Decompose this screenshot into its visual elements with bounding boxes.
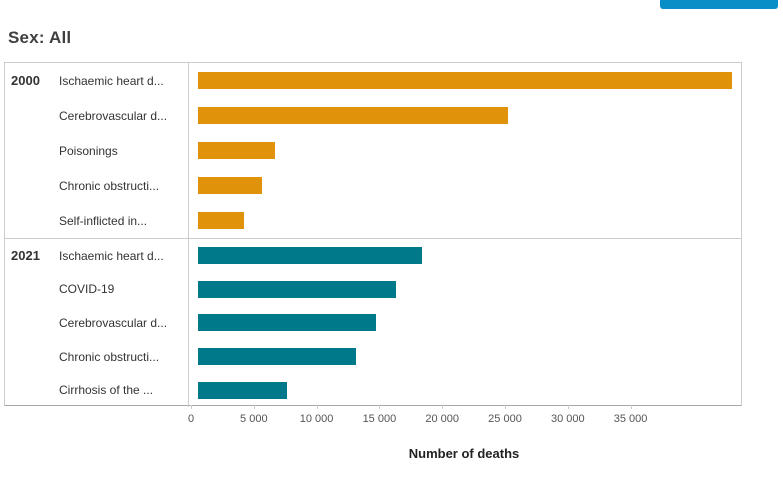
- x-axis-title: Number of deaths: [408, 446, 520, 461]
- page-title: Sex: All: [8, 28, 72, 47]
- year-label: [5, 133, 59, 168]
- year-label: [5, 340, 59, 374]
- cause-label: Self-inflicted in...: [59, 213, 148, 228]
- chart-panel: 2000 Ischaemic heart d... Cerebrovascular …: [4, 62, 742, 407]
- x-tick-mark: [567, 405, 569, 409]
- year-label: [5, 203, 59, 238]
- plot-cell: [188, 373, 741, 407]
- bar-2000-chronic-obstructi-[interactable]: [198, 177, 262, 194]
- x-tick-mark: [630, 405, 632, 409]
- cause-label: Cerebrovascular d...: [59, 108, 168, 123]
- plot-cell: [188, 133, 741, 168]
- cause-label: Chronic obstructi...: [59, 349, 160, 364]
- bar-2021-ischaemic-heart-d-[interactable]: [198, 247, 422, 265]
- year-label: [5, 373, 59, 407]
- cause-label: Ischaemic heart d...: [59, 73, 164, 88]
- bar-2021-chronic-obstructi-[interactable]: [198, 348, 356, 366]
- year-label: 2021: [11, 248, 40, 264]
- x-tick-mark: [505, 405, 506, 409]
- cause-label: Chronic obstructi...: [59, 178, 160, 193]
- chart-row: COVID-19: [5, 272, 741, 307]
- plot-cell: [188, 98, 741, 133]
- top-toolbar-button[interactable]: [660, 0, 778, 9]
- chart-row: Cerebrovascular d...: [5, 98, 741, 133]
- year-label: [5, 273, 59, 307]
- bar-2000-poisonings[interactable]: [198, 142, 275, 159]
- chart-row: 2000 Ischaemic heart d...: [5, 63, 741, 98]
- bar-2000-self-inflicted-in-[interactable]: [198, 212, 244, 229]
- x-tick-mark: [191, 405, 192, 409]
- bar-2021-cerebrovascular-d-[interactable]: [198, 314, 376, 332]
- plot-cell: [188, 239, 741, 273]
- x-tick-label: 5 000: [240, 413, 268, 425]
- cause-label: Ischaemic heart d...: [59, 248, 164, 263]
- plot-cell: [188, 306, 741, 340]
- year-group-2021: 2021 Ischaemic heart d... COVID-19 Cerebrov…: [5, 239, 741, 407]
- cause-label: Cirrhosis of the ...: [59, 383, 154, 398]
- chart-row: 2021 Ischaemic heart d...: [5, 239, 741, 273]
- year-label: 2000: [11, 73, 40, 88]
- x-tick-label: 15 000: [362, 413, 397, 425]
- x-tick-mark: [316, 405, 318, 409]
- x-tick-label: 35 000: [613, 413, 648, 425]
- plot-cell: [188, 272, 741, 307]
- x-tick-mark: [253, 405, 255, 409]
- plot-cell: [188, 339, 741, 374]
- year-label: [5, 168, 59, 203]
- x-tick-label: 30 000: [550, 413, 585, 425]
- bar-2021-covid-19[interactable]: [198, 280, 396, 298]
- x-tick-label: 20 000: [425, 413, 460, 425]
- x-axis: Number of deaths 0 5 000 10 000 15 000 20 00…: [0, 405, 783, 494]
- plot-cell: [188, 63, 741, 98]
- x-tick-label: 0: [187, 413, 195, 425]
- chart-row: Chronic obstructi...: [5, 168, 741, 203]
- plot-cell: [188, 203, 741, 238]
- bar-2021-cirrhosis-of-the-[interactable]: [198, 381, 287, 399]
- cause-label: Poisonings: [59, 143, 118, 158]
- bar-2000-cerebrovascular-d-[interactable]: [198, 107, 508, 124]
- cause-label: COVID-19: [59, 282, 115, 297]
- chart-row: Self-inflicted in...: [5, 203, 741, 238]
- x-tick-label: 10 000: [299, 413, 334, 425]
- plot-cell: [188, 168, 741, 203]
- chart-row: Cerebrovascular d...: [5, 306, 741, 340]
- year-group-2000: 2000 Ischaemic heart d... Cerebrovascular …: [5, 63, 741, 239]
- chart-row: Poisonings: [5, 133, 741, 168]
- bar-2000-ischaemic-heart-d-[interactable]: [198, 72, 732, 89]
- chart-row: Cirrhosis of the ...: [5, 373, 741, 407]
- cause-label: Cerebrovascular d...: [59, 315, 168, 330]
- x-tick-mark: [379, 405, 381, 409]
- year-label: [5, 98, 59, 133]
- x-tick-label: 25 000: [488, 413, 522, 425]
- year-label: [5, 306, 59, 340]
- x-tick-mark: [442, 405, 444, 409]
- chart-row: Chronic obstructi...: [5, 339, 741, 374]
